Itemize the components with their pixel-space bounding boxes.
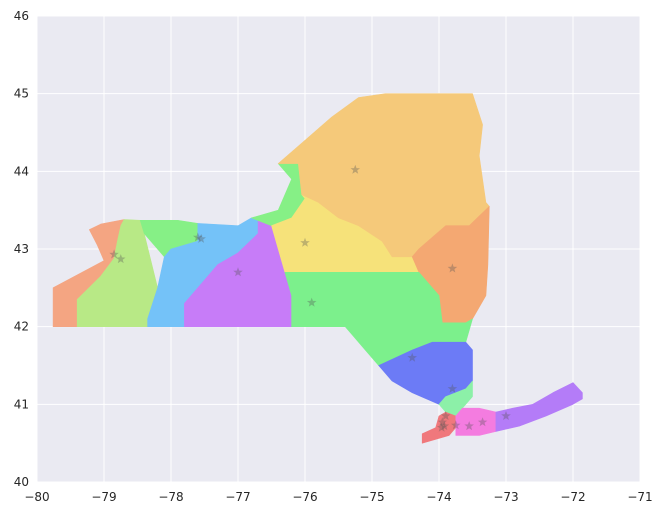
x-tick-label-8: −72 [560, 490, 585, 504]
y-tick-label-1: 41 [14, 397, 29, 411]
centroid-star-marker-16 [451, 420, 461, 430]
x-tick-label-3: −77 [225, 490, 250, 504]
y-tick-labels: 40 41 42 43 44 45 46 [14, 9, 29, 489]
district-region-8 [277, 93, 490, 258]
x-tick-label-5: −75 [359, 490, 384, 504]
x-tick-label-9: −71 [627, 490, 652, 504]
centroid-star-marker-15 [436, 422, 447, 432]
centroid-star-marker-13 [437, 417, 448, 427]
x-tick-label-7: −73 [493, 490, 518, 504]
y-tick-label-3: 43 [14, 242, 29, 256]
district-region-10 [284, 271, 473, 366]
district-region-15 [495, 382, 583, 432]
y-tick-label-5: 45 [14, 87, 29, 101]
x-tick-label-4: −76 [292, 490, 317, 504]
centroid-star-marker-11 [447, 383, 458, 393]
district-region-13 [421, 411, 457, 444]
centroid-star-marker-3 [193, 232, 203, 242]
x-tick-label-0: −80 [24, 490, 49, 504]
region-layer [52, 93, 583, 444]
centroid-star-marker-8 [350, 164, 360, 174]
x-tick-labels: −80 −79 −78 −77 −76 −75 −74 −73 −72 −71 [24, 490, 652, 504]
centroid-star-marker-9 [447, 263, 458, 273]
centroid-star-marker-4 [196, 233, 206, 243]
centroid-star-marker-19 [501, 411, 511, 420]
centroid-star-marker-17 [464, 421, 474, 431]
centroid-star-marker-1 [109, 249, 119, 259]
district-region-14 [455, 407, 497, 436]
centroid-star-marker-5 [233, 267, 243, 277]
x-tick-label-2: −78 [158, 490, 183, 504]
x-tick-label-1: −79 [91, 490, 116, 504]
centroid-star-marker-14 [439, 421, 450, 431]
x-tick-label-6: −74 [426, 490, 451, 504]
y-tick-label-6: 46 [14, 9, 29, 23]
y-tick-label-0: 40 [14, 475, 29, 489]
centroid-star-marker-18 [477, 417, 488, 427]
centroid-star-marker-10 [407, 352, 417, 362]
centroid-star-marker-7 [306, 297, 317, 307]
centroid-star-marker-6 [300, 237, 310, 247]
marker-layer [109, 164, 511, 432]
y-tick-label-2: 42 [14, 320, 29, 334]
y-tick-label-4: 44 [14, 164, 29, 178]
centroid-star-marker-12 [440, 411, 451, 420]
centroid-star-marker-2 [116, 254, 126, 264]
